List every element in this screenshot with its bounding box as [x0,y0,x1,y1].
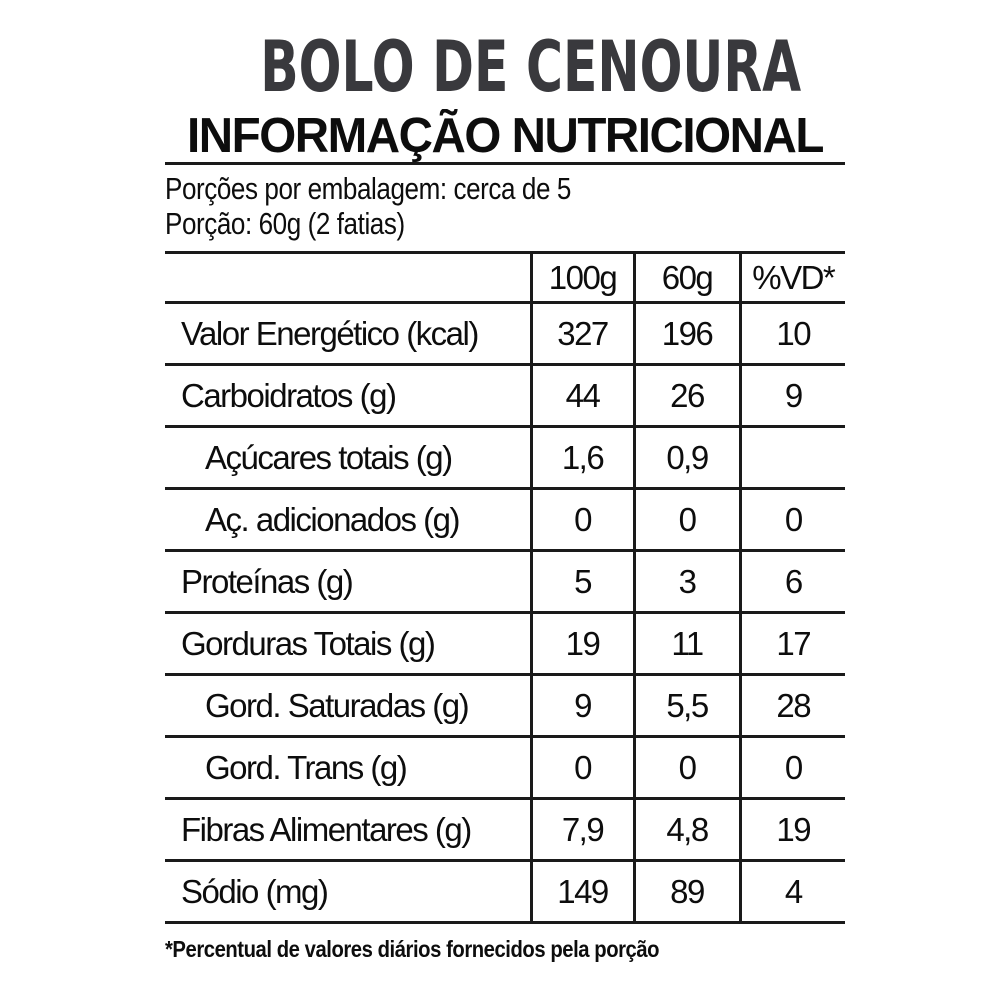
nutrient-column-header [165,253,531,303]
nutrient-label: Gorduras Totais (g) [181,624,436,662]
nutrient-label: Gord. Saturadas (g) [205,686,470,724]
nutrient-value: 11 [632,612,740,675]
serving-info: Porções por embalagem: cerca de 5 Porção… [165,171,736,241]
table-row: Proteínas (g) 5 3 6 [165,550,845,613]
nutrient-value: 0 [738,736,845,799]
nutrient-label: Aç. adicionados (g) [205,500,460,538]
nutrient-value: 4,8 [632,798,740,861]
nutrient-value: 0,9 [632,426,740,489]
nutrient-value: 17 [738,612,845,675]
nutrient-value: 3 [632,550,740,613]
table-row: Aç. adicionados (g) 0 0 0 [165,488,845,551]
nutrient-value: 0 [529,488,634,551]
table-row: Gord. Trans (g) 0 0 0 [165,736,845,799]
nutrient-value: 5,5 [632,674,740,737]
nutrient-value: 196 [632,302,740,365]
nutrition-label: BOLO DE CENOURA INFORMAÇÃO NUTRICIONAL P… [165,0,845,963]
column-header-vd: %VD* [738,252,845,303]
nutrient-value: 10 [738,302,845,365]
nutrient-value: 28 [738,674,845,737]
label-header: BOLO DE CENOURA INFORMAÇÃO NUTRICIONAL [165,26,845,163]
nutrient-value: 0 [632,488,740,551]
nutrient-value: 6 [738,550,845,613]
table-row: Gorduras Totais (g) 19 11 17 [165,612,845,675]
table-header-row: 100g 60g %VD* [165,252,845,303]
column-header-100g: 100g [529,252,634,303]
nutrient-value: 26 [632,364,740,427]
table-row: Carboidratos (g) 44 26 9 [165,364,845,427]
nutrient-label: Sódio (mg) [181,872,329,910]
column-header-60g: 60g [632,252,740,303]
nutrition-table: 100g 60g %VD* Valor Energético (kcal) 327… [165,251,845,924]
nutrient-value: 5 [529,550,634,613]
nutrient-value: 0 [529,736,634,799]
nutrient-value: 9 [738,364,845,427]
table-row: Sódio (mg) 149 89 4 [165,860,845,923]
nutrient-value: 1,6 [529,426,634,489]
product-title: BOLO DE CENOURA [260,26,802,108]
table-row: Gord. Saturadas (g) 9 5,5 28 [165,674,845,737]
nutrient-value: 19 [738,798,845,861]
nutrient-value: 0 [632,736,740,799]
nutrient-label: Gord. Trans (g) [205,748,408,786]
nutrient-value: 19 [529,612,634,675]
footnote: *Percentual de valores diários fornecido… [165,936,660,962]
nutrient-label: Carboidratos (g) [181,376,397,414]
table-row: Açúcares totais (g) 1,6 0,9 [165,426,845,489]
nutrient-value: 89 [632,860,740,923]
nutrient-label: Proteínas (g) [181,562,354,600]
nutrition-facts-heading: INFORMAÇÃO NUTRICIONAL [187,109,824,163]
nutrient-value: 9 [529,674,634,737]
table-row: Valor Energético (kcal) 327 196 10 [165,302,845,365]
nutrient-value: 327 [529,302,634,365]
nutrient-value: 0 [738,488,845,551]
nutrient-label: Valor Energético (kcal) [181,314,479,352]
table-row: Fibras Alimentares (g) 7,9 4,8 19 [165,798,845,861]
nutrient-value [738,426,845,489]
nutrient-label: Fibras Alimentares (g) [181,810,472,848]
serving-size-text: Porção: 60g (2 fatias) [165,206,405,241]
nutrient-value: 44 [529,364,634,427]
nutrient-value: 4 [738,860,845,923]
nutrient-value: 149 [529,860,634,923]
nutrient-label: Açúcares totais (g) [205,438,453,476]
nutrient-value: 7,9 [529,798,634,861]
servings-per-package-text: Porções por embalagem: cerca de 5 [165,171,571,206]
header-divider [165,162,845,165]
